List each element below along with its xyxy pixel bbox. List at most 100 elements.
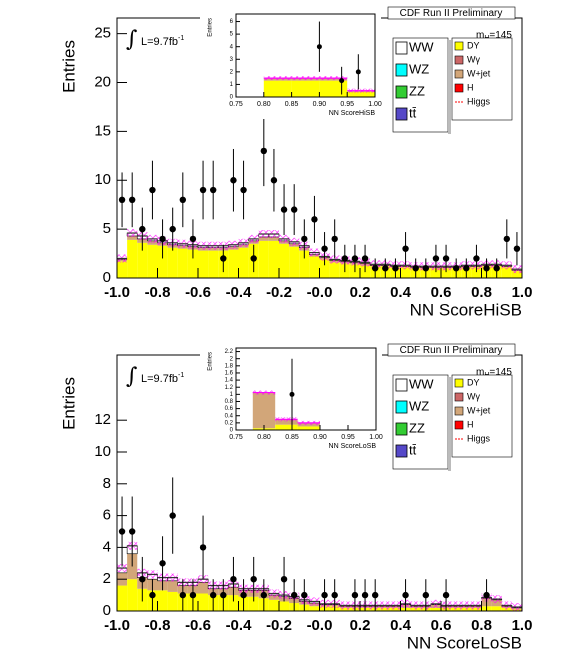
data-point [118, 196, 126, 204]
legend-swatch [395, 378, 408, 392]
data-point [463, 265, 470, 272]
legend-swatch [395, 85, 408, 99]
stack-segment [177, 248, 188, 278]
y-tick-label: 0 [103, 269, 111, 286]
stack-segment [309, 606, 320, 611]
data-point [402, 591, 409, 599]
y-tick-label: 1 [230, 392, 234, 398]
y-tick-label: 15 [94, 122, 111, 139]
x-tick-label: 0.6 [431, 617, 452, 634]
data-point [209, 186, 217, 194]
x-axis-label: NN ScoreHiSB [410, 300, 522, 319]
legend-box [451, 37, 513, 121]
y-tick-label: 1.6 [225, 371, 234, 377]
stack-segment [167, 591, 178, 611]
stack-segment [258, 240, 269, 278]
data-point [280, 206, 288, 213]
data-point [442, 591, 450, 599]
data-point [321, 245, 328, 252]
y-tick-label: 6 [103, 507, 111, 524]
x-tick-label: 0.4 [390, 284, 412, 301]
data-point [321, 591, 328, 599]
y-tick-label: 12 [94, 411, 111, 428]
stack-segment [198, 582, 209, 594]
legend-label: Wγ [467, 54, 480, 64]
x-tick-label: -0.6 [185, 284, 211, 301]
stack-segment [309, 256, 320, 278]
data-point [240, 186, 247, 194]
x-tick-label: 0.4 [390, 617, 412, 634]
data-point [118, 528, 126, 535]
y-tick-label: 1 [230, 82, 234, 88]
data-point [331, 235, 338, 243]
data-point [316, 44, 322, 50]
data-point [432, 255, 440, 262]
mass-symbol: m [476, 30, 484, 41]
legend-label: WW [409, 376, 434, 391]
stack-segment [252, 392, 276, 429]
data-point [341, 255, 349, 262]
stack-segment [501, 267, 512, 278]
lumi-main: L=9.7fb [141, 373, 178, 385]
data-point [392, 265, 399, 272]
data-point [301, 591, 308, 599]
y-tick-label: 3 [230, 57, 234, 63]
stack-segment [319, 80, 348, 97]
stack-segment [297, 426, 320, 430]
x-tick-label: 0.8 [471, 617, 492, 634]
y-tick-label: 4 [103, 538, 111, 555]
stack-segment [441, 268, 452, 278]
data-point [371, 265, 379, 272]
stack-segment [258, 236, 269, 241]
legend-shadow [448, 40, 451, 134]
legend-label: tt̄ [409, 442, 417, 457]
stack-segment [228, 595, 239, 611]
data-point [250, 255, 257, 262]
stack-segment [289, 246, 300, 278]
data-point [513, 245, 521, 252]
stack-segment [263, 80, 292, 97]
stack-segment [430, 268, 441, 278]
legend-swatch [454, 378, 464, 388]
legend-swatch [395, 444, 408, 458]
data-point [311, 216, 318, 223]
stack-segment [167, 580, 178, 592]
stack-segment [198, 250, 209, 278]
stack-segment [329, 262, 340, 278]
legend-swatch [454, 83, 464, 93]
y-tick-label: 2 [230, 69, 234, 75]
stack-segment [319, 259, 330, 278]
legend-label: Higgs [467, 96, 491, 106]
x-tick-label: 1.0 [512, 284, 533, 301]
data-point [355, 69, 361, 75]
legend-swatch [395, 422, 408, 436]
data-point [199, 186, 207, 194]
legend-swatch [454, 420, 464, 430]
data-point [128, 528, 136, 535]
y-tick-label: 2.2 [225, 349, 234, 355]
x-tick-label: 0.95 [341, 434, 355, 441]
legend-swatch [395, 41, 408, 55]
legend-swatch [454, 55, 464, 65]
y-tick-label: 6 [230, 19, 234, 25]
stack-segment [157, 590, 168, 611]
x-tick-label: -1.0 [104, 284, 130, 301]
x-tick-label: 0.90 [313, 101, 327, 108]
y-tick-label: 2 [103, 570, 111, 587]
data-point [169, 512, 176, 519]
data-point [473, 255, 480, 262]
data-point [139, 575, 146, 583]
stack-segment [198, 593, 209, 611]
y-tick-label: 0 [230, 95, 234, 101]
data-point [422, 265, 430, 272]
y-tick-label: 5 [230, 32, 234, 38]
data-point [351, 591, 359, 599]
stack-segment [127, 239, 138, 278]
mass-text: =145 [489, 30, 512, 41]
x-axis-label: NN ScoreLoSB [407, 633, 522, 652]
inset-background [200, 344, 382, 452]
legend-swatch [454, 392, 464, 402]
data-point [289, 391, 295, 397]
data-point [270, 177, 278, 184]
